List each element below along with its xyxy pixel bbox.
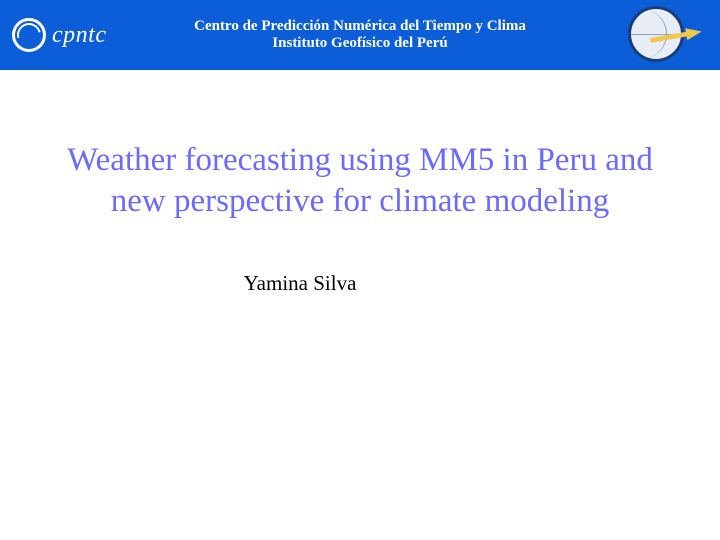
org-line-2: Instituto Geofísico del Perú — [150, 35, 570, 52]
header-banner: cpntc Centro de Predicción Numérica del … — [0, 0, 720, 70]
org-line-1: Centro de Predicción Numérica del Tiempo… — [150, 18, 570, 35]
swirl-icon — [12, 18, 46, 52]
header-center: Centro de Predicción Numérica del Tiempo… — [150, 18, 570, 52]
logo-right — [620, 2, 710, 68]
author-name: Yamina Silva — [0, 271, 600, 296]
slide-title: Weather forecasting using MM5 in Peru an… — [60, 140, 660, 223]
logo-left: cpntc — [0, 18, 106, 52]
logo-text: cpntc — [52, 22, 106, 49]
